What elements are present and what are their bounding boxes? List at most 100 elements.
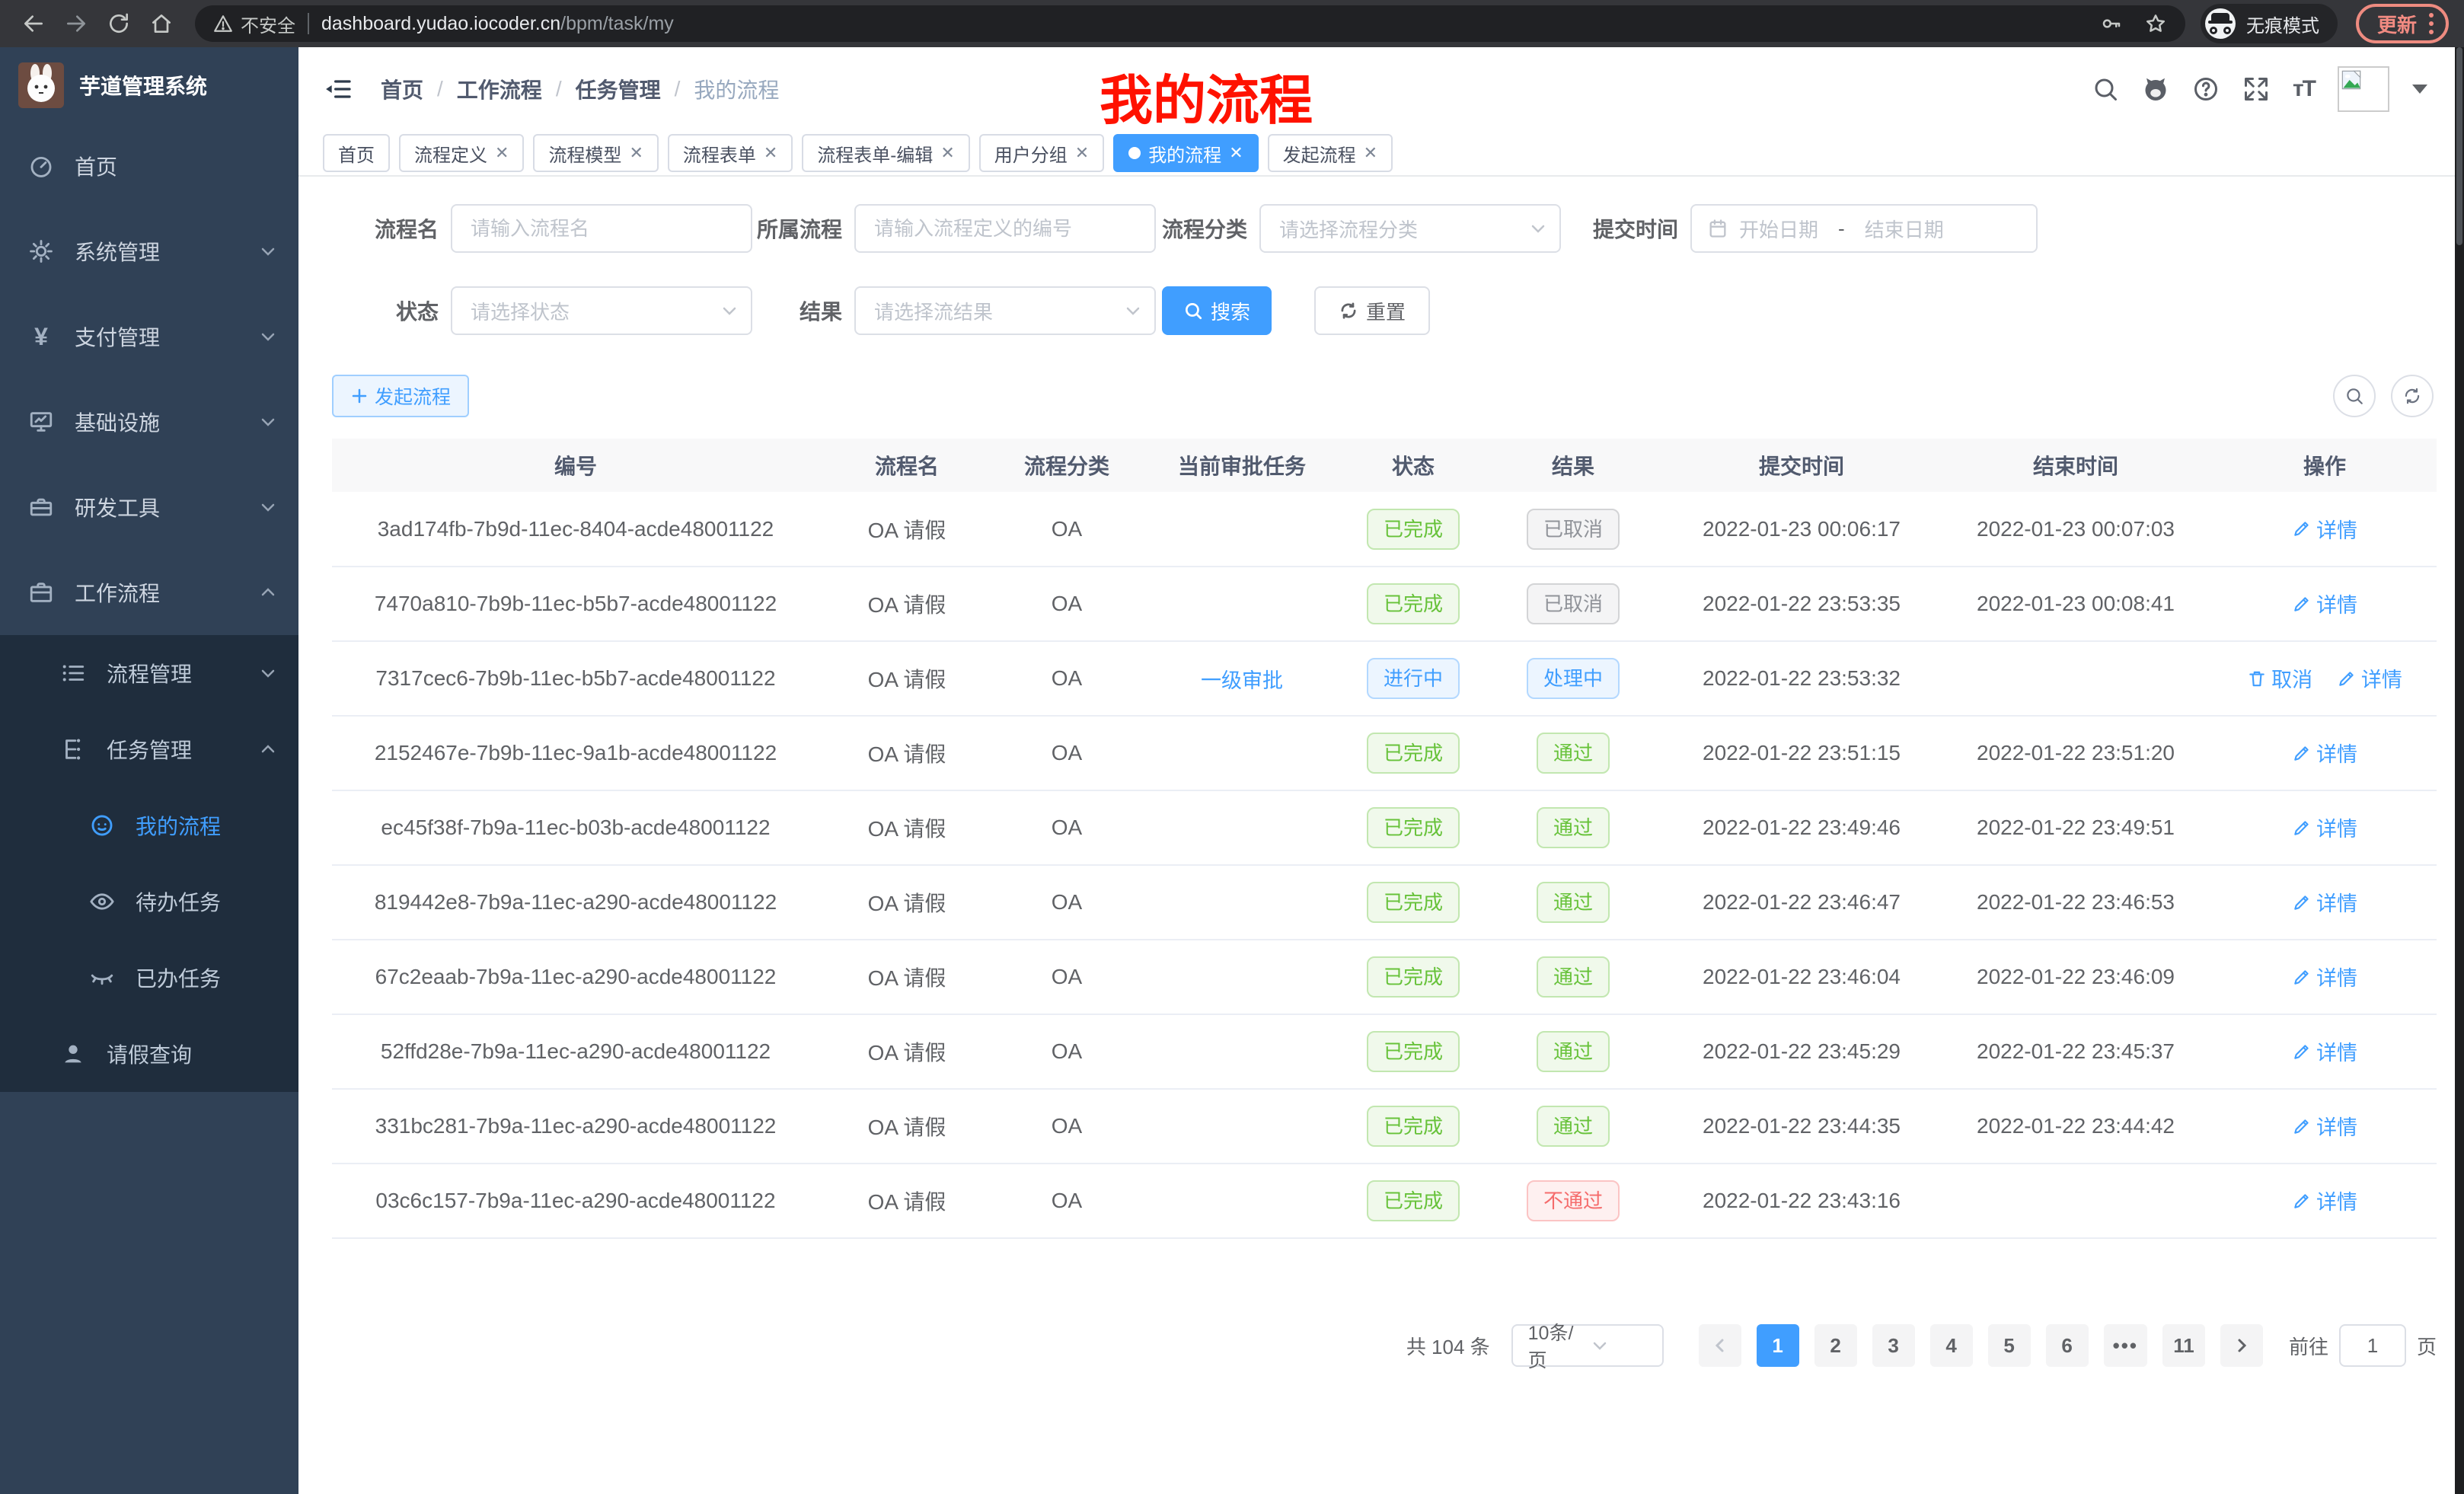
- update-button[interactable]: 更新: [2355, 4, 2449, 43]
- breadcrumb-workflow[interactable]: 工作流程: [456, 78, 542, 102]
- avatar[interactable]: [2338, 66, 2389, 112]
- process-def-input[interactable]: [854, 204, 1156, 253]
- url-text[interactable]: dashboard.yudao.iocoder.cn/bpm/task/my: [321, 12, 674, 34]
- prev-page-button[interactable]: [1698, 1324, 1741, 1367]
- status-badge: 已完成: [1366, 583, 1460, 624]
- refresh-list-button[interactable]: [2391, 375, 2434, 417]
- detail-link[interactable]: 详情: [2292, 1111, 2357, 1141]
- sidebar-item-infra[interactable]: 基础设施: [0, 379, 298, 464]
- result-select[interactable]: 请选择流结果: [854, 286, 1156, 335]
- page-button-6[interactable]: 6: [2045, 1324, 2089, 1367]
- sidebar-item-todo-tasks[interactable]: 待办任务: [0, 864, 298, 940]
- cancel-link[interactable]: 取消: [2247, 663, 2312, 693]
- tab-user-group[interactable]: 用户分组 ✕: [978, 134, 1105, 172]
- page-button-2[interactable]: 2: [1814, 1324, 1857, 1367]
- detail-link[interactable]: 详情: [2292, 887, 2357, 917]
- sidebar-item-my-process[interactable]: 我的流程: [0, 787, 298, 864]
- close-icon[interactable]: ✕: [495, 143, 509, 162]
- close-icon[interactable]: ✕: [629, 143, 643, 162]
- detail-link[interactable]: 详情: [2292, 514, 2357, 544]
- sidebar-item-devtools[interactable]: 研发工具: [0, 464, 298, 550]
- breadcrumb-task-mgmt[interactable]: 任务管理: [575, 78, 661, 102]
- create-process-button[interactable]: 发起流程: [332, 375, 470, 417]
- close-icon[interactable]: ✕: [763, 143, 778, 162]
- page-button-1[interactable]: 1: [1756, 1324, 1799, 1367]
- forward-icon[interactable]: [58, 5, 94, 42]
- sidebar-item-process-mgmt[interactable]: 流程管理: [0, 635, 298, 711]
- detail-link[interactable]: 详情: [2292, 1036, 2357, 1066]
- home-icon[interactable]: [143, 5, 180, 42]
- tab-home[interactable]: 首页: [323, 134, 390, 172]
- result-badge: 通过: [1536, 807, 1610, 848]
- toggle-search-button[interactable]: [2333, 375, 2376, 417]
- scrollbar[interactable]: [2455, 47, 2464, 1494]
- category-select[interactable]: 请选择流程分类: [1259, 204, 1561, 253]
- detail-link[interactable]: 详情: [2337, 663, 2402, 693]
- breadcrumb-home[interactable]: 首页: [381, 78, 424, 102]
- sidebar-item-payment[interactable]: ¥ 支付管理: [0, 294, 298, 379]
- sidebar-item-done-tasks[interactable]: 已办任务: [0, 940, 298, 1016]
- reload-icon[interactable]: [101, 5, 137, 42]
- sidebar-item-workflow[interactable]: 工作流程: [0, 550, 298, 635]
- tab-process-definition[interactable]: 流程定义 ✕: [399, 134, 525, 172]
- refresh-icon: [1341, 302, 1356, 319]
- process-name-input[interactable]: [451, 204, 752, 253]
- page-button-5[interactable]: 5: [1987, 1324, 2031, 1367]
- close-icon[interactable]: ✕: [1363, 143, 1378, 162]
- status-select[interactable]: 请选择状态: [451, 286, 752, 335]
- tab-process-form[interactable]: 流程表单 ✕: [667, 134, 793, 172]
- close-icon[interactable]: ✕: [1229, 143, 1243, 162]
- page-button-4[interactable]: 4: [1929, 1324, 1973, 1367]
- list-toolbar: 发起流程: [332, 375, 2434, 417]
- more-pages-button[interactable]: •••: [2103, 1324, 2147, 1367]
- next-page-button[interactable]: [2220, 1324, 2263, 1367]
- edit-icon: [2294, 821, 2309, 835]
- process-id: 03c6c157-7b9a-11ec-a290-acde48001122: [332, 1164, 819, 1239]
- toolbox-icon: [27, 493, 55, 521]
- search-icon[interactable]: [2092, 75, 2119, 103]
- sidebar-item-task-mgmt[interactable]: 任务管理: [0, 711, 298, 787]
- tab-process-form-edit[interactable]: 流程表单-编辑 ✕: [802, 134, 970, 172]
- chevron-down-icon: [1591, 1336, 1653, 1355]
- reset-button[interactable]: 重置: [1314, 286, 1430, 335]
- page-button-11[interactable]: 11: [2162, 1324, 2205, 1367]
- scrollbar-thumb[interactable]: [2456, 47, 2462, 245]
- close-icon[interactable]: ✕: [1074, 143, 1090, 162]
- fullscreen-icon[interactable]: [2242, 75, 2270, 103]
- sidebar-collapse-icon[interactable]: [323, 74, 353, 104]
- star-icon[interactable]: [2144, 12, 2167, 35]
- tab-my-process[interactable]: 我的流程 ✕: [1113, 134, 1259, 172]
- back-icon[interactable]: [15, 5, 52, 42]
- detail-link[interactable]: 详情: [2292, 1186, 2357, 1215]
- page-button-3[interactable]: 3: [1872, 1324, 1915, 1367]
- briefcase-icon: [27, 579, 55, 606]
- table-row: 3ad174fb-7b9d-11ec-8404-acde48001122 OA …: [332, 492, 2437, 567]
- goto-page-input[interactable]: [2338, 1324, 2406, 1367]
- help-icon[interactable]: [2192, 75, 2220, 103]
- chevron-down-icon: [259, 413, 277, 431]
- start-date-placeholder: 开始日期: [1739, 218, 1819, 241]
- sidebar-item-system[interactable]: 系统管理: [0, 209, 298, 294]
- github-icon[interactable]: [2142, 75, 2169, 103]
- page-size-select[interactable]: 10条/页: [1511, 1323, 1664, 1371]
- sidebar-item-home[interactable]: 首页: [0, 123, 298, 209]
- tab-start-process[interactable]: 发起流程 ✕: [1267, 134, 1393, 172]
- col-actions: 操作: [2213, 439, 2437, 492]
- key-icon[interactable]: [2100, 12, 2123, 35]
- kebab-menu-icon[interactable]: [2429, 13, 2434, 34]
- detail-link[interactable]: 详情: [2292, 962, 2357, 991]
- detail-link[interactable]: 详情: [2292, 738, 2357, 768]
- close-icon[interactable]: ✕: [940, 143, 955, 162]
- search-button[interactable]: 搜索: [1162, 286, 1272, 335]
- detail-link[interactable]: 详情: [2292, 812, 2357, 842]
- sidebar-item-leave-query[interactable]: 请假查询: [0, 1016, 298, 1092]
- address-bar[interactable]: 不安全 dashboard.yudao.iocoder.cn/bpm/task/…: [195, 5, 2185, 42]
- caret-down-icon[interactable]: [2412, 85, 2427, 94]
- tab-process-model[interactable]: 流程模型 ✕: [533, 134, 659, 172]
- detail-link[interactable]: 详情: [2292, 589, 2357, 618]
- font-size-icon[interactable]: ᴛT: [2292, 76, 2316, 101]
- current-task-link[interactable]: 一级审批: [1201, 669, 1283, 692]
- date-range-picker[interactable]: 开始日期 - 结束日期: [1690, 204, 2038, 253]
- search-icon: [2347, 388, 2363, 404]
- ssl-warning[interactable]: 不安全: [213, 11, 295, 37]
